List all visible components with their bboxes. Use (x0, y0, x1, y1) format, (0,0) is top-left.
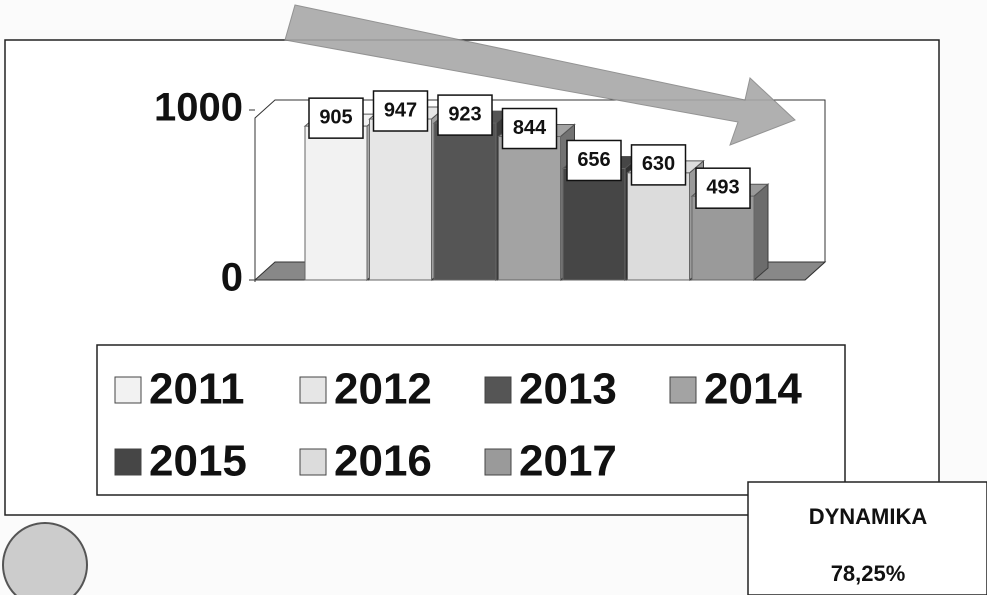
data-label-box (501, 107, 558, 150)
data-label-box (695, 167, 751, 209)
bar (691, 195, 755, 281)
bar (498, 136, 561, 281)
bar-side (753, 183, 769, 282)
bar (627, 172, 690, 281)
data-label: 656 (577, 149, 610, 171)
bar (369, 118, 432, 281)
legend-box (96, 344, 846, 496)
bar (562, 167, 626, 281)
data-label: 947 (384, 99, 417, 121)
data-label: 905 (319, 106, 352, 128)
legend-label: 2014 (704, 365, 802, 414)
legend-label: 2013 (519, 365, 617, 414)
legend-marker (669, 376, 697, 404)
y-tick-label: 1000 (154, 86, 243, 130)
legend-label: 2012 (334, 365, 432, 414)
data-label: 923 (448, 103, 481, 125)
legend-label: 2011 (149, 365, 244, 414)
bar (433, 122, 497, 281)
legend-marker (114, 376, 142, 404)
dynamics-value: 78,25% (831, 561, 906, 586)
bar (304, 125, 368, 281)
data-label: 630 (642, 153, 675, 175)
dynamics-title: DYNAMIKA (809, 504, 928, 529)
data-label-box (372, 90, 429, 132)
logo (2, 522, 88, 595)
legend-label: 2017 (519, 437, 617, 486)
data-label: 493 (706, 176, 739, 198)
trend-arrow (284, 4, 796, 146)
data-label: 844 (513, 117, 547, 139)
data-label-box (566, 139, 622, 182)
legend-marker (484, 448, 512, 476)
legend-label: 2015 (149, 437, 247, 486)
legend-marker (299, 376, 327, 404)
legend-marker (299, 448, 327, 476)
dynamics-box (747, 481, 987, 595)
y-tick-label: 0 (221, 256, 243, 300)
legend-marker (114, 448, 142, 476)
legend-label: 2016 (334, 437, 432, 486)
data-label-box (308, 97, 364, 139)
legend-marker (484, 376, 512, 404)
data-label-box (630, 144, 687, 186)
data-label-box (437, 94, 493, 136)
